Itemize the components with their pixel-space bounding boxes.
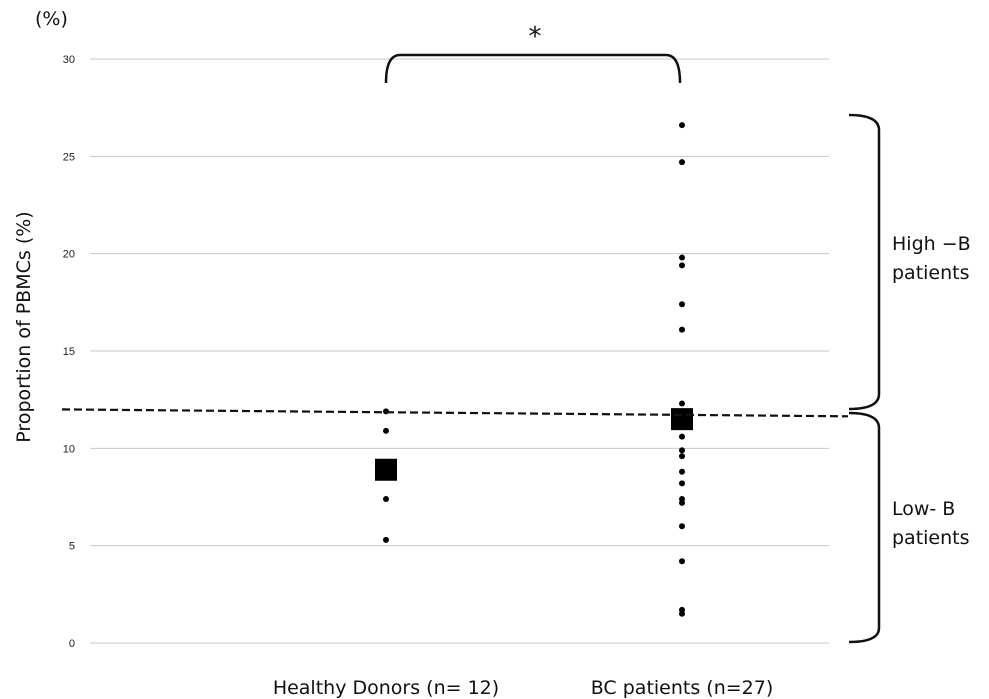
data-point (679, 558, 685, 565)
data-point (679, 499, 685, 506)
category-labels: Healthy Donors (n= 12) BC patients (n=27) (273, 677, 773, 699)
y-tick-label: 5 (69, 541, 75, 553)
threshold-line (61, 408, 849, 418)
data-point (679, 400, 685, 407)
y-tick-label: 30 (63, 54, 75, 66)
data-point (679, 262, 685, 269)
mean-marker (375, 458, 397, 481)
significance-star: * (529, 22, 542, 52)
high-b-bracket (848, 113, 881, 411)
data-point (383, 495, 389, 502)
data-point (383, 427, 389, 434)
category-label: Healthy Donors (n= 12) (273, 677, 499, 699)
data-point (679, 326, 685, 333)
data-point (679, 523, 685, 530)
y-tick-label: 0 (69, 638, 75, 650)
data-point (679, 301, 685, 308)
y-tick-label: 20 (63, 249, 75, 261)
data-point (679, 159, 685, 166)
data-point (679, 447, 685, 454)
data-point (679, 610, 685, 617)
high-b-annotation: High −B patients (892, 233, 977, 284)
mean-markers (375, 408, 693, 481)
mean-marker (671, 408, 693, 431)
y-tick-label: 25 (63, 151, 75, 163)
y-axis-label: Proportion of PBMCs (%) (13, 211, 35, 442)
data-point (383, 536, 389, 543)
data-point (679, 433, 685, 440)
grid-lines (90, 58, 829, 644)
y-tick-label: 10 (63, 443, 75, 455)
data-point (679, 254, 685, 261)
data-point (679, 468, 685, 475)
data-point (679, 480, 685, 487)
category-label: BC patients (n=27) (591, 677, 774, 699)
data-point (679, 122, 685, 129)
y-tick-label: 15 (63, 346, 75, 358)
significance-bracket (384, 53, 682, 84)
y-unit-label: (%) (35, 8, 68, 30)
data-points (383, 122, 685, 617)
low-b-bracket (848, 411, 881, 644)
y-tick-labels: 0 5 10 15 20 25 30 (63, 54, 75, 650)
data-point (679, 453, 685, 460)
low-b-annotation: Low- B patients (892, 498, 970, 549)
